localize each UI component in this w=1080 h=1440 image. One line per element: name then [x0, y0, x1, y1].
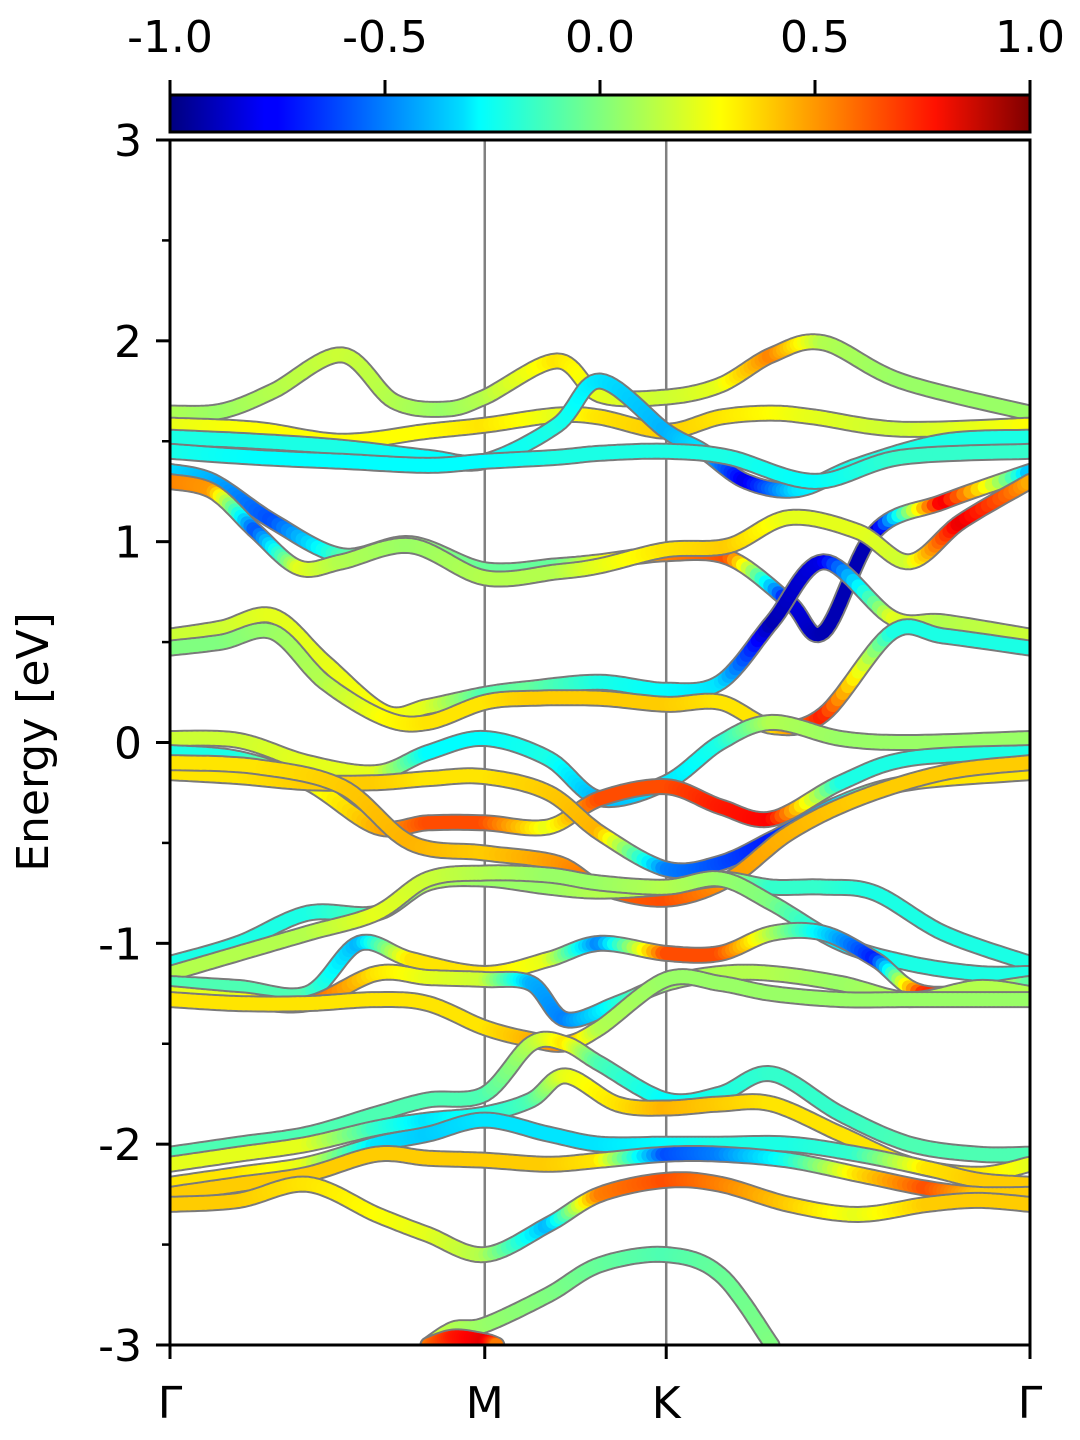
x-tick-label: K [652, 1378, 682, 1429]
y-tick-label: 2 [114, 317, 142, 368]
colorbar-gradient [168, 93, 1032, 134]
y-tick-label: 0 [114, 719, 142, 770]
band [170, 442, 1030, 490]
x-tick-label: M [466, 1378, 504, 1429]
colorbar-tick-label: -1.0 [127, 12, 213, 63]
colorbar-tick-label: -0.5 [342, 12, 428, 63]
x-tick-label: Γ [1018, 1378, 1043, 1429]
bands [170, 333, 1030, 1345]
y-axis: 3 2 1 0 -1 -2 -3 [98, 116, 170, 1372]
band [170, 1067, 1030, 1183]
band [170, 1171, 1030, 1264]
colorbar-tick-label: 0.5 [780, 12, 850, 63]
colorbar: -1.0 -0.5 0.0 0.5 1.0 [127, 12, 1065, 134]
plot-area: 3 2 1 0 -1 -2 -3 Γ M K Γ Energy [eV] [8, 116, 1043, 1429]
band [170, 333, 1030, 422]
y-axis-title: Energy [eV] [8, 612, 59, 872]
y-tick-label: -2 [98, 1120, 142, 1171]
band [170, 713, 1030, 809]
y-tick-label: -1 [98, 919, 142, 970]
y-tick-label: 3 [114, 116, 142, 167]
colorbar-tick-label: 0.0 [565, 12, 635, 63]
colorbar-ticks: -1.0 -0.5 0.0 0.5 1.0 [127, 12, 1065, 95]
colorbar-tick-label: 1.0 [995, 12, 1065, 63]
x-tick-label: Γ [158, 1378, 183, 1429]
band [170, 1111, 1030, 1193]
band [170, 472, 1030, 588]
y-tick-label: 1 [114, 518, 142, 569]
y-tick-label: -3 [98, 1321, 142, 1372]
